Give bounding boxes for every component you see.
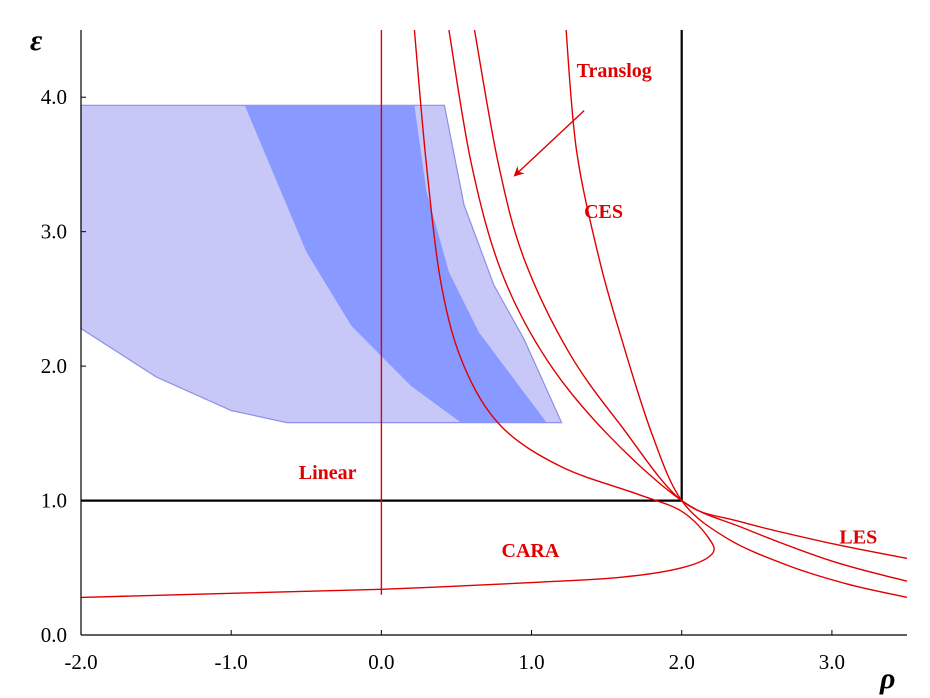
region-dark xyxy=(244,105,547,423)
regions-layer xyxy=(80,104,563,424)
x-tick-label: 0.0 xyxy=(368,650,394,674)
series-line-translog xyxy=(473,29,908,560)
curve-label-translog: Translog xyxy=(577,60,652,82)
axes-layer: -2.0 -1.0 0.0 1.0 2.0 3.0 0.0 1.0 2.0 3.0 4.0 xyxy=(41,30,907,674)
x-tick-label: 1.0 xyxy=(518,650,544,674)
x-tick-label: -1.0 xyxy=(215,650,248,674)
x-axis-symbol: ρ xyxy=(879,662,895,695)
x-tick-label: -2.0 xyxy=(64,650,97,674)
y-tick-label: 0.0 xyxy=(41,623,67,647)
series-line-unlabeled-3 xyxy=(448,29,908,582)
y-tick-label: 2.0 xyxy=(41,354,67,378)
curves-layer xyxy=(80,29,908,599)
labels-layer: Translog CES Linear CARA LES xyxy=(299,60,877,562)
translog-arrow xyxy=(513,110,585,177)
curve-label-ces: CES xyxy=(584,201,623,223)
curve-label-cara: CARA xyxy=(502,540,560,562)
y-tick-label: 1.0 xyxy=(41,489,67,513)
x-tick-label: 2.0 xyxy=(669,650,695,674)
series-line-cara xyxy=(80,29,715,599)
series-line-ces xyxy=(565,29,908,599)
curve-label-les: LES xyxy=(839,527,877,549)
y-axis-symbol: ε xyxy=(30,24,43,57)
x-tick-label: 3.0 xyxy=(819,650,845,674)
y-tick-label: 3.0 xyxy=(41,220,67,244)
curve-label-linear: Linear xyxy=(299,462,357,484)
y-tick-label: 4.0 xyxy=(41,85,67,109)
